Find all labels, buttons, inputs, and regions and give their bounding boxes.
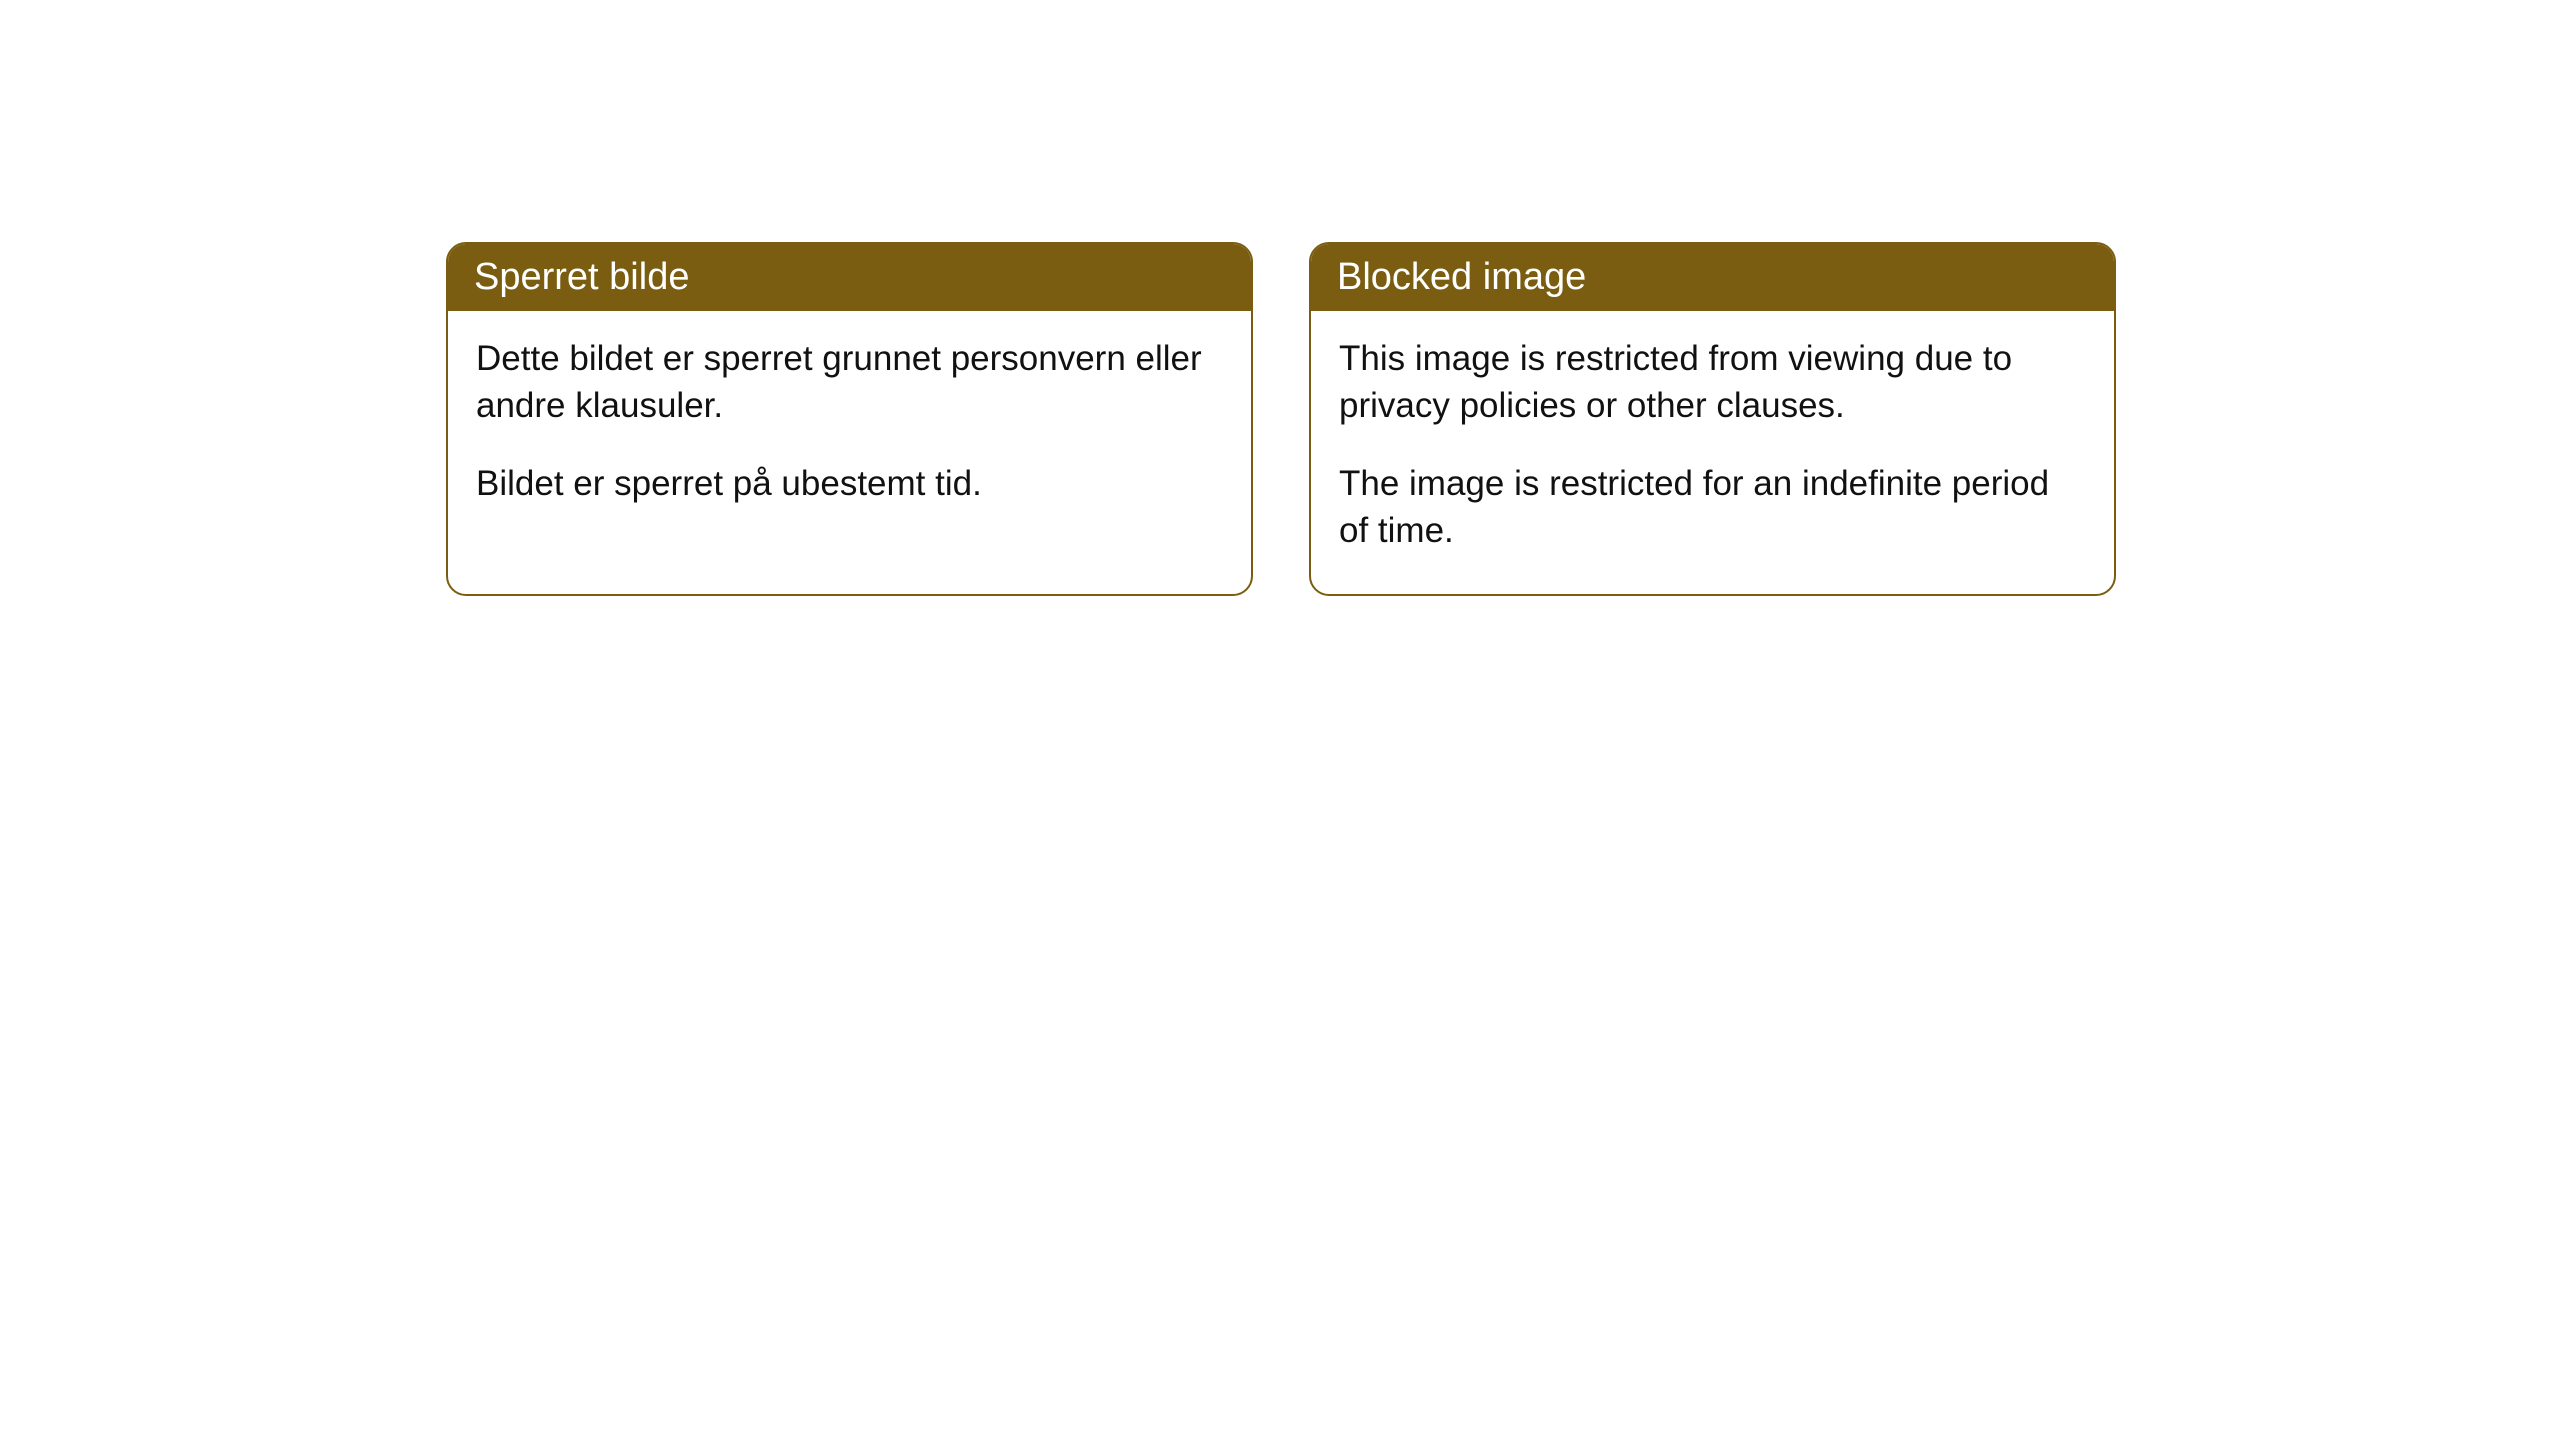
blocked-image-card-norwegian: Sperret bilde Dette bildet er sperret gr… [446, 242, 1253, 596]
card-paragraph: Dette bildet er sperret grunnet personve… [476, 335, 1223, 430]
card-body-norwegian: Dette bildet er sperret grunnet personve… [448, 311, 1251, 547]
notice-cards-container: Sperret bilde Dette bildet er sperret gr… [446, 242, 2116, 596]
card-header-norwegian: Sperret bilde [448, 244, 1251, 311]
card-header-english: Blocked image [1311, 244, 2114, 311]
card-body-english: This image is restricted from viewing du… [1311, 311, 2114, 594]
blocked-image-card-english: Blocked image This image is restricted f… [1309, 242, 2116, 596]
card-paragraph: Bildet er sperret på ubestemt tid. [476, 460, 1223, 507]
card-paragraph: This image is restricted from viewing du… [1339, 335, 2086, 430]
card-paragraph: The image is restricted for an indefinit… [1339, 460, 2086, 555]
